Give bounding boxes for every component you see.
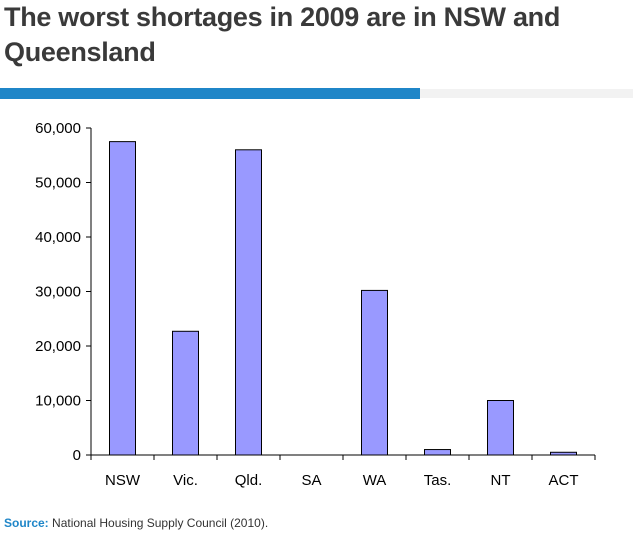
chart-title: The worst shortages in 2009 are in NSW a…	[4, 2, 561, 67]
source-label: Source:	[4, 516, 49, 530]
x-tick-label: Vic.	[173, 472, 198, 489]
x-tick-label: NT	[491, 472, 511, 489]
y-tick-label: 20,000	[35, 338, 81, 355]
y-tick-label: 30,000	[35, 284, 81, 301]
y-tick-label: 40,000	[35, 229, 81, 246]
bar-nt	[487, 400, 514, 456]
title-underline-light	[420, 89, 633, 98]
bar-chart: 0 10,000 20,000 30,000 40,000 50,000 60,000 NSW…	[35, 120, 596, 489]
x-tick-label: WA	[363, 472, 387, 489]
y-tick-label: 0	[73, 447, 81, 464]
x-tick-label: ACT	[549, 472, 579, 489]
x-tick-label: SA	[301, 472, 321, 489]
x-tick-label: Tas.	[424, 472, 452, 489]
y-tick-label: 50,000	[35, 175, 81, 192]
source-text: National Housing Supply Council (2010).	[52, 516, 269, 530]
bar-wa	[361, 289, 388, 456]
y-tick-label: 60,000	[35, 120, 81, 137]
bar-nsw	[109, 141, 136, 456]
x-tick-label: Qld.	[235, 472, 263, 489]
x-tick-label: NSW	[105, 472, 141, 489]
bar-vic	[172, 330, 199, 456]
source-note: Source: National Housing Supply Council …	[4, 516, 268, 530]
bar-tas	[424, 449, 451, 456]
y-tick-label: 10,000	[35, 393, 81, 410]
bar-qld	[235, 149, 262, 456]
title-underline-accent	[0, 88, 420, 99]
